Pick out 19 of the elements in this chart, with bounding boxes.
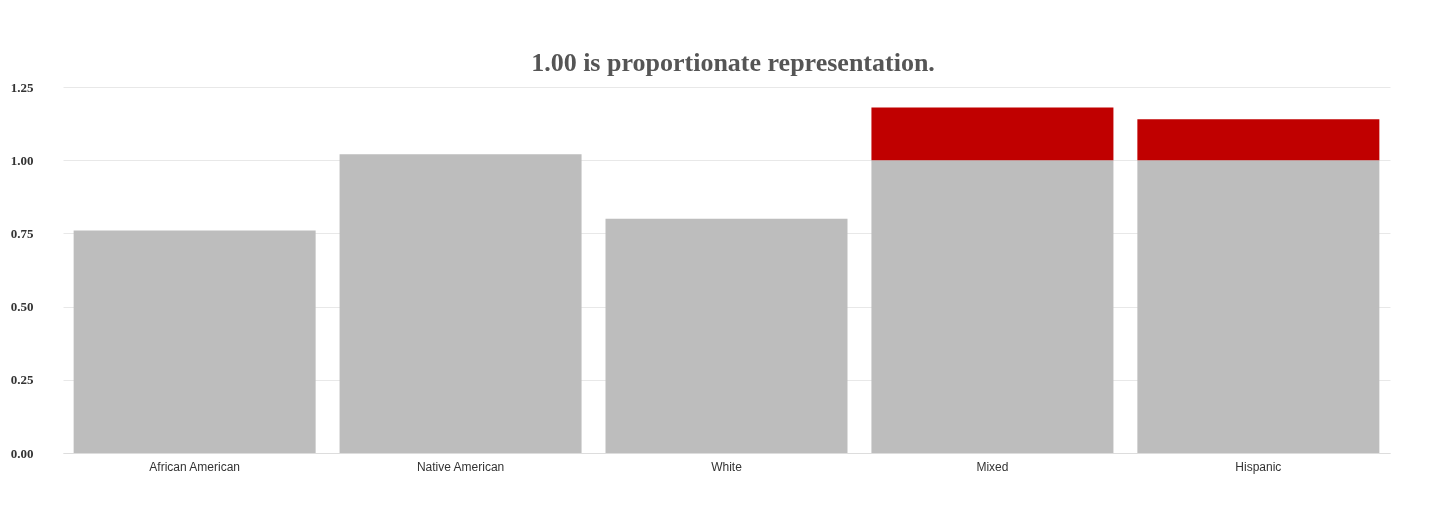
x-tick-label: White bbox=[711, 459, 743, 474]
bar bbox=[1137, 160, 1380, 453]
x-tick-label: Hispanic bbox=[1235, 459, 1282, 474]
bar bbox=[1137, 119, 1380, 161]
y-tick-label: 0.75 bbox=[10, 225, 34, 241]
y-tick-label: 1.25 bbox=[10, 79, 34, 95]
y-tick-label: 0.25 bbox=[10, 372, 34, 388]
y-tick-label: 1.00 bbox=[10, 152, 34, 168]
x-tick-label: Mixed bbox=[976, 459, 1009, 474]
bar bbox=[339, 154, 582, 453]
x-tick-label: African American bbox=[149, 459, 240, 474]
text: 1.00 is proportionate representation. bbox=[531, 48, 935, 77]
bar bbox=[871, 160, 1114, 453]
bar bbox=[73, 230, 316, 453]
bar bbox=[871, 107, 1114, 161]
y-tick-label: 0.00 bbox=[10, 445, 34, 461]
bar bbox=[605, 218, 848, 453]
y-tick-label: 0.50 bbox=[10, 299, 34, 315]
x-tick-label: Native American bbox=[416, 459, 505, 474]
